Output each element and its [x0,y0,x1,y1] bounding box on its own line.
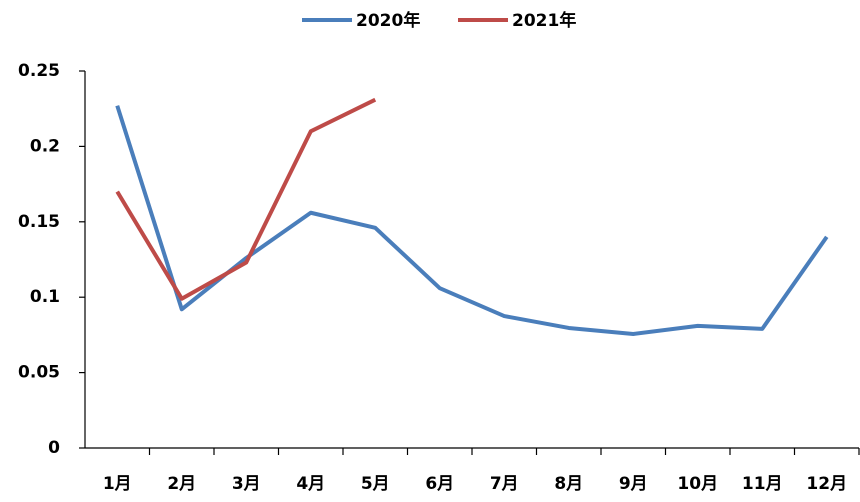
y-tick-label: 0.05 [18,363,60,383]
legend-label: 2021年 [512,10,576,31]
x-tick-label: 8月 [554,474,583,494]
legend-label: 2020年 [356,10,420,31]
x-tick-label: 3月 [232,474,261,494]
x-tick-label: 4月 [296,474,325,494]
x-tick-label: 1月 [103,474,132,494]
y-tick-label: 0 [48,438,60,458]
x-tick-label: 12月 [806,474,847,494]
x-tick-label: 11月 [742,474,783,494]
y-tick-label: 0.1 [30,287,60,307]
x-tick-label: 7月 [490,474,519,494]
x-tick-label: 10月 [677,474,718,494]
x-tick-label: 9月 [619,474,648,494]
x-tick-label: 2月 [167,474,196,494]
x-tick-label: 6月 [425,474,454,494]
x-tick-label: 5月 [361,474,390,494]
series-line [115,105,829,336]
y-tick-label: 0.2 [30,136,60,156]
series-line [115,97,377,301]
y-tick-label: 0.25 [18,61,60,81]
y-tick-label: 0.15 [18,212,60,232]
